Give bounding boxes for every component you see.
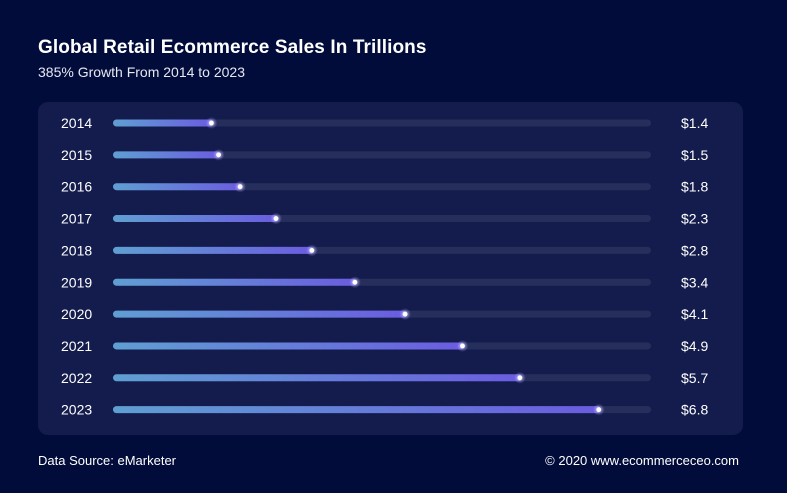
value-label-2018: $2.8 xyxy=(681,242,708,258)
bar-end-dot-2020 xyxy=(402,311,408,317)
bar-track-2016 xyxy=(113,183,651,191)
value-label-2016: $1.8 xyxy=(681,179,708,195)
bar-2014 xyxy=(113,119,214,127)
bar-2015 xyxy=(113,151,221,159)
bar-end-dot-2019 xyxy=(352,279,358,285)
bar-end-dot-2014 xyxy=(209,120,214,126)
bar-end-dot-2018 xyxy=(309,248,315,253)
category-label-2018: 2018 xyxy=(61,242,92,258)
value-label-2017: $2.3 xyxy=(681,211,708,227)
value-label-2023: $6.8 xyxy=(681,402,708,418)
category-label-2021: 2021 xyxy=(61,338,92,354)
bar-2020 xyxy=(113,310,408,318)
data-source: Data Source: eMarketer xyxy=(38,453,177,468)
bar-end-dot-2023 xyxy=(596,407,602,413)
value-label-2015: $1.5 xyxy=(681,147,708,163)
copyright-credit: © 2020 www.ecommerceceo.com xyxy=(545,453,739,468)
category-label-2019: 2019 xyxy=(61,274,92,290)
bar-end-dot-2021 xyxy=(460,343,465,349)
bar-2016 xyxy=(113,183,243,191)
bar-2021 xyxy=(113,342,465,350)
category-label-2023: 2023 xyxy=(61,402,92,418)
chart-subtitle: 385% Growth From 2014 to 2023 xyxy=(38,64,246,80)
category-label-2017: 2017 xyxy=(61,211,92,227)
bar-end-dot-2015 xyxy=(216,152,222,158)
value-label-2019: $3.4 xyxy=(681,274,708,290)
bar-track-2014 xyxy=(113,119,651,127)
bar-2023 xyxy=(113,406,601,414)
bar-2017 xyxy=(113,215,278,223)
category-label-2014: 2014 xyxy=(61,115,92,131)
bar-end-dot-2022 xyxy=(517,375,523,381)
bar-2022 xyxy=(113,374,522,382)
value-label-2014: $1.4 xyxy=(681,115,708,131)
value-label-2022: $5.7 xyxy=(681,370,708,386)
bar-2019 xyxy=(113,278,357,286)
bar-end-dot-2017 xyxy=(273,216,279,221)
category-label-2022: 2022 xyxy=(61,370,92,386)
category-label-2015: 2015 xyxy=(61,147,92,163)
category-label-2020: 2020 xyxy=(61,306,92,322)
bar-track-2015 xyxy=(113,151,651,159)
chart-title: Global Retail Ecommerce Sales In Trillio… xyxy=(38,37,427,58)
category-label-2016: 2016 xyxy=(61,179,92,195)
bar-end-dot-2016 xyxy=(237,184,243,190)
value-label-2020: $4.1 xyxy=(681,306,708,322)
value-label-2021: $4.9 xyxy=(681,338,708,354)
bar-2018 xyxy=(113,246,314,254)
